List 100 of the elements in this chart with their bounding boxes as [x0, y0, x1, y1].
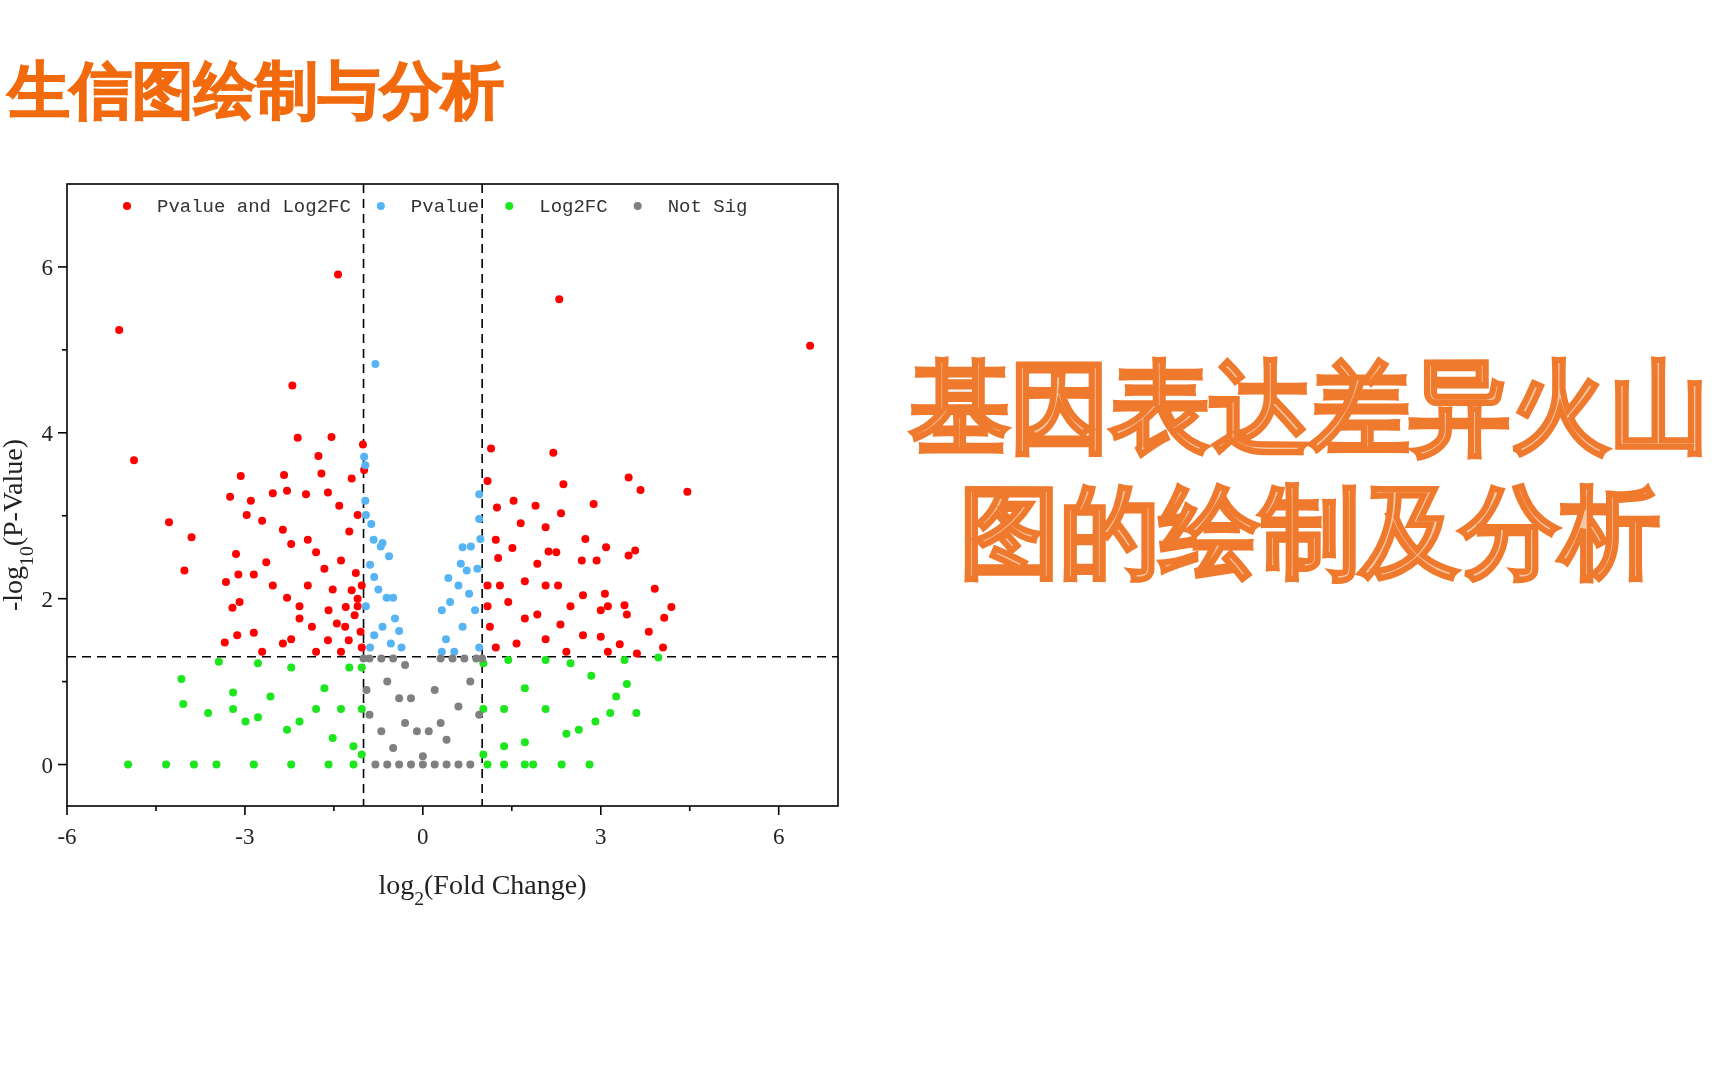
- point: [357, 750, 366, 759]
- text: 基因表达差异火山图的绘制及分析: [909, 348, 1711, 593]
- point: [475, 710, 484, 719]
- point: [349, 742, 358, 751]
- point: [345, 663, 354, 672]
- point: [370, 573, 379, 582]
- point: [374, 585, 383, 594]
- point: [357, 704, 366, 713]
- point: [471, 606, 480, 615]
- point: [383, 677, 392, 686]
- point: [214, 657, 223, 666]
- point: [450, 647, 459, 656]
- x-tick-label: 3: [595, 824, 607, 849]
- point: [241, 717, 250, 726]
- point: [500, 704, 509, 713]
- point: [442, 760, 451, 769]
- point: [606, 709, 615, 718]
- point: [458, 543, 467, 552]
- point: [441, 635, 450, 644]
- y-tick-label: 6: [41, 254, 53, 280]
- point: [442, 735, 451, 744]
- point: [253, 713, 262, 722]
- y-tick-label: 0: [41, 752, 53, 778]
- point: [541, 656, 550, 665]
- x-axis-title: log$_{2}$(Fold Change): [378, 869, 587, 909]
- point: [587, 671, 596, 680]
- x-tick-label: 6: [772, 824, 785, 849]
- point: [456, 559, 465, 568]
- point: [622, 680, 631, 689]
- point: [361, 461, 370, 470]
- point: [349, 760, 358, 769]
- legend-label: Pvalue: [410, 196, 480, 218]
- point: [361, 602, 370, 611]
- point: [520, 760, 529, 769]
- legend-label: Not Sig: [667, 196, 748, 218]
- point: [360, 452, 369, 461]
- point: [466, 542, 475, 551]
- point: [366, 560, 375, 569]
- point: [562, 729, 571, 738]
- point: [406, 694, 415, 703]
- point: [324, 760, 333, 769]
- point: [389, 654, 398, 663]
- point: [520, 684, 529, 693]
- point: [386, 639, 395, 648]
- point: [320, 684, 329, 693]
- point: [444, 573, 453, 582]
- point: [362, 685, 371, 694]
- point: [389, 593, 398, 602]
- point: [361, 510, 370, 519]
- chart-title: 生信图绘制与分析: [6, 54, 504, 127]
- point: [529, 760, 538, 769]
- y-tick-label: 2: [41, 586, 53, 612]
- point: [266, 692, 275, 701]
- x-tick-label: 0: [417, 824, 429, 849]
- point: [504, 656, 513, 665]
- point: [475, 515, 484, 524]
- point: [124, 760, 133, 769]
- point: [395, 694, 404, 703]
- legend-label: Pvalue and Log2FC: [157, 196, 351, 218]
- point: [366, 643, 375, 652]
- point: [436, 719, 445, 728]
- point: [446, 597, 455, 606]
- point: [395, 627, 404, 636]
- point: [436, 654, 445, 663]
- point: [212, 760, 221, 769]
- point: [253, 659, 262, 668]
- point: [204, 709, 213, 718]
- point: [369, 535, 378, 544]
- point: [458, 622, 467, 631]
- point: [365, 654, 374, 663]
- point: [395, 760, 404, 769]
- point: [466, 677, 475, 686]
- point: [462, 566, 471, 575]
- point: [612, 692, 621, 701]
- point: [574, 725, 583, 734]
- point: [620, 656, 629, 665]
- point: [418, 760, 427, 769]
- point: [367, 520, 376, 529]
- point: [430, 760, 439, 769]
- legend-label: Log2FC: [539, 196, 608, 218]
- point: [454, 581, 463, 590]
- point: [460, 654, 469, 663]
- point: [337, 704, 345, 713]
- point: [557, 760, 566, 769]
- x-tick-label: -6: [57, 824, 77, 849]
- point: [390, 614, 399, 623]
- point: [430, 685, 439, 694]
- point: [500, 742, 509, 751]
- point: [287, 760, 296, 769]
- point: [189, 760, 198, 769]
- point: [448, 654, 457, 663]
- point: [465, 589, 474, 598]
- point: [389, 743, 398, 752]
- point: [500, 760, 509, 769]
- point: [177, 675, 186, 684]
- point: [383, 760, 392, 769]
- point: [361, 496, 370, 505]
- point: [475, 490, 484, 499]
- point: [406, 760, 415, 769]
- point: [585, 760, 594, 769]
